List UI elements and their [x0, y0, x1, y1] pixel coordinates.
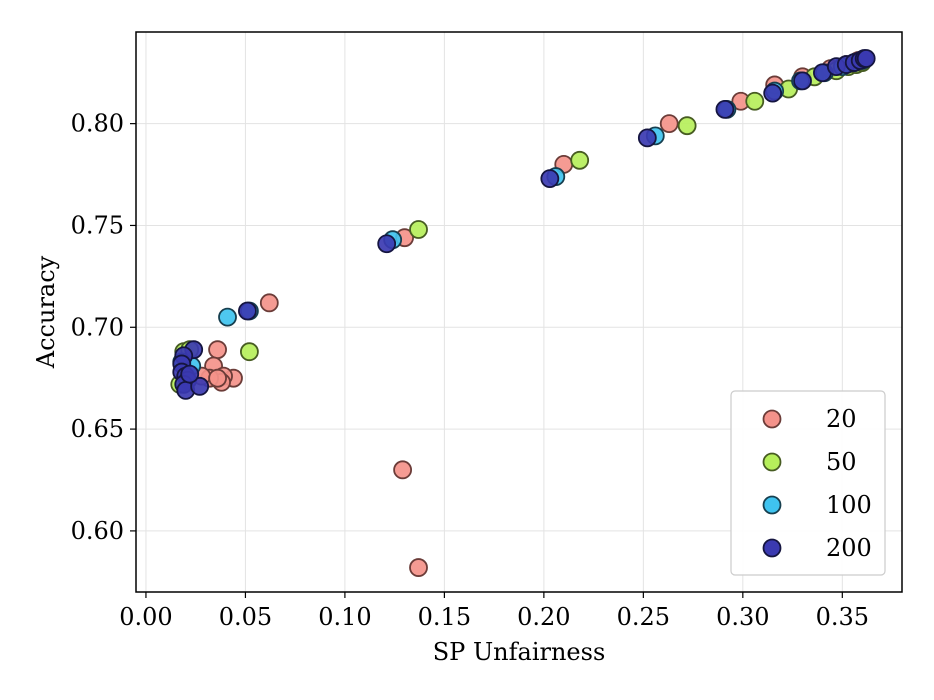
point-series-200-0: [377, 234, 397, 254]
x-tick-label-5: 0.25: [617, 603, 670, 631]
point-series-200-16: [793, 71, 812, 91]
point-series-20-1: [393, 460, 413, 480]
x-tick-label-4: 0.20: [517, 603, 570, 631]
point-series-20-3: [259, 293, 279, 313]
x-tick-label-3: 0.15: [418, 603, 471, 631]
point-series-50-1: [240, 342, 259, 362]
legend-label-100: 100: [826, 491, 872, 519]
x-tick-label-6: 0.30: [716, 603, 769, 631]
data-points: [170, 49, 876, 577]
legend-marker-20: [762, 409, 782, 429]
point-series-200-12: [540, 169, 560, 189]
legend-box: [730, 390, 886, 576]
y-tick-label-4: 0.80: [71, 110, 124, 138]
point-series-20-0: [409, 558, 428, 577]
point-series-200-13: [637, 128, 657, 148]
y-tick-label-3: 0.75: [71, 211, 124, 239]
legend: 20 50 100 200: [730, 390, 886, 576]
x-tick-label-7: 0.35: [816, 603, 869, 631]
point-series-200-1: [238, 301, 257, 321]
point-series-200-10: [190, 376, 210, 396]
point-series-50-5: [570, 150, 590, 170]
x-tick-label-1: 0.05: [219, 603, 272, 631]
y-axis-label: Accuracy: [32, 255, 60, 369]
point-series-200-14: [715, 99, 735, 119]
point-series-50-0: [409, 220, 428, 239]
legend-label-200: 200: [826, 534, 872, 562]
x-tick-label-2: 0.10: [318, 603, 371, 631]
legend-label-20: 20: [826, 405, 857, 433]
axis-ticks: 0.00 0.05 0.10 0.15 0.20 0.25 0.30 0.35 0.60 0.65…: [71, 110, 869, 631]
legend-label-50: 50: [826, 448, 857, 476]
point-series-50-6: [677, 116, 697, 136]
point-series-20-4: [208, 340, 227, 360]
legend-marker-50: [762, 452, 782, 472]
y-tick-label-1: 0.65: [71, 415, 124, 443]
x-tick-label-0: 0.00: [119, 603, 172, 631]
y-tick-label-2: 0.70: [71, 313, 124, 341]
point-series-20-11: [208, 368, 227, 388]
point-series-50-7: [745, 91, 765, 111]
y-tick-label-0: 0.60: [71, 517, 124, 545]
point-series-200-23: [856, 49, 876, 68]
point-series-20-13: [659, 114, 679, 134]
plot-area-frame: [135, 31, 903, 593]
point-series-200-11: [180, 364, 200, 384]
point-series-100-0: [218, 307, 237, 327]
legend-marker-100: [762, 495, 782, 515]
point-series-200-15: [763, 83, 783, 103]
x-axis-label: SP Unfairness: [433, 638, 606, 666]
legend-marker-200: [762, 538, 782, 558]
